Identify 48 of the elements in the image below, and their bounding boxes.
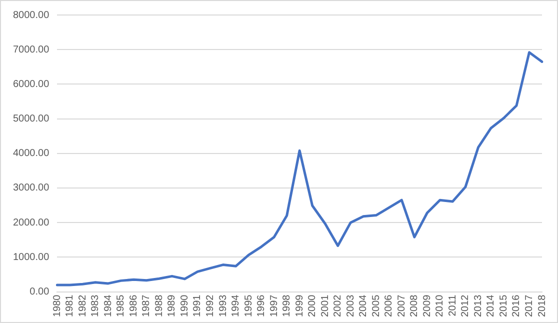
x-tick-label: 2010: [434, 294, 446, 318]
x-tick-label: 1994: [230, 294, 242, 318]
x-tick-label: 2005: [370, 294, 382, 318]
x-tick-label: 1989: [166, 294, 178, 318]
x-tick-label: 2003: [345, 294, 356, 318]
x-tick-label: 1984: [102, 294, 114, 318]
x-tick-label: 1986: [128, 294, 140, 318]
x-tick-label: 1981: [64, 294, 76, 318]
x-tick-label: 1993: [218, 294, 229, 318]
x-tick-label: 1987: [141, 294, 152, 318]
x-tick-label: 1982: [77, 294, 88, 318]
y-tick-label: 5000.00: [12, 114, 50, 125]
x-tick-label: 1980: [52, 294, 63, 318]
x-tick-label: 2009: [422, 294, 433, 318]
x-tick-label: 2007: [396, 294, 408, 318]
x-tick-label: 1998: [282, 294, 293, 318]
y-tick-label: 4000.00: [12, 148, 50, 160]
x-tick-label: 1997: [268, 294, 280, 318]
x-tick-label: 2017: [524, 294, 535, 318]
x-tick-label: 2013: [472, 294, 484, 318]
x-tick-label: 1992: [205, 294, 216, 318]
x-tick-label: 1996: [256, 294, 268, 318]
x-tick-label: 2018: [536, 294, 548, 318]
y-tick-label: 3000.00: [12, 182, 50, 194]
x-tick-label: 2002: [332, 294, 344, 318]
x-tick-label: 2016: [511, 294, 522, 318]
y-tick-label: 6000.00: [12, 78, 50, 90]
y-tick-label: 1000.00: [12, 252, 50, 263]
y-tick-label: 8000.00: [12, 10, 50, 21]
y-tick-label: 7000.00: [12, 44, 50, 56]
x-tick-label: 2011: [447, 294, 458, 316]
x-tick-label: 2008: [409, 294, 420, 318]
x-tick-label: 2014: [486, 294, 497, 318]
x-tick-label: 1985: [116, 294, 127, 318]
x-tick-label: 2000: [307, 294, 318, 318]
x-tick-label: 2004: [358, 294, 370, 318]
y-tick-label: 0.00: [30, 286, 50, 298]
x-tick-label: 2015: [498, 294, 510, 318]
x-tick-label: 1983: [90, 294, 102, 318]
x-tick-label: 1999: [294, 294, 306, 318]
y-tick-label: 2000.00: [12, 217, 50, 228]
x-tick-label: 1990: [179, 294, 190, 318]
x-tick-label: 2001: [320, 294, 331, 318]
x-tick-label: 2012: [460, 294, 472, 318]
x-tick-label: 1988: [154, 294, 165, 318]
x-tick-label: 1991: [192, 294, 204, 318]
x-tick-label: 2006: [384, 294, 395, 318]
x-tick-label: 1995: [243, 294, 254, 318]
